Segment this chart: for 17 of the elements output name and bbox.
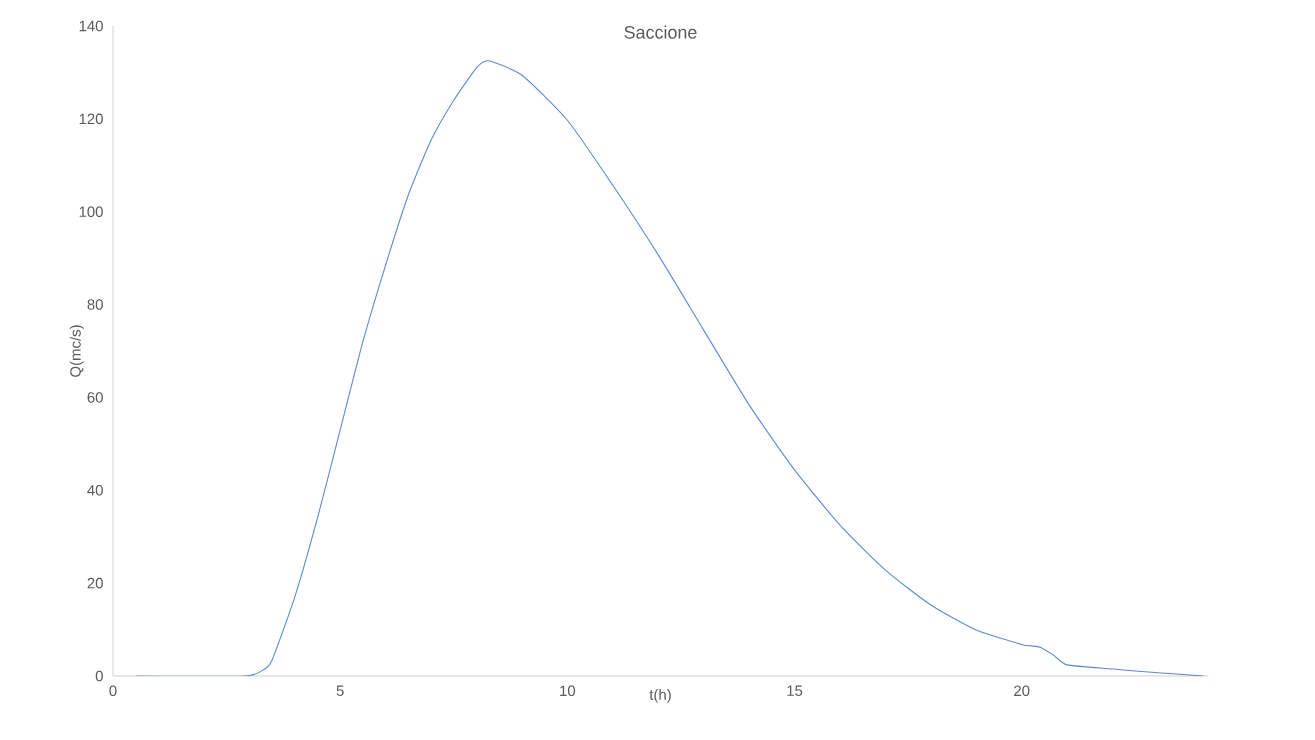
y-tick-label: 40 (87, 484, 103, 496)
x-tick-label: 0 (109, 685, 117, 697)
y-tick-label: 20 (87, 577, 103, 589)
y-tick-label: 80 (87, 299, 103, 310)
y-tick-label: 100 (79, 206, 103, 217)
y-tick-label: 0 (95, 670, 103, 682)
x-tick-label: 10 (560, 685, 576, 697)
x-tick-label: 20 (1014, 685, 1030, 697)
y-tick-label: 120 (79, 113, 103, 125)
line-series (135, 60, 1205, 676)
y-axis-title: Q(mc/s) (69, 325, 84, 377)
y-tick-label: 60 (87, 392, 103, 403)
y-tick-label: 140 (79, 20, 103, 32)
x-tick-label: 15 (787, 685, 803, 696)
x-tick-label: 5 (336, 685, 344, 696)
chart-title: Saccione (624, 25, 697, 39)
x-axis-title: t(h) (649, 688, 671, 703)
